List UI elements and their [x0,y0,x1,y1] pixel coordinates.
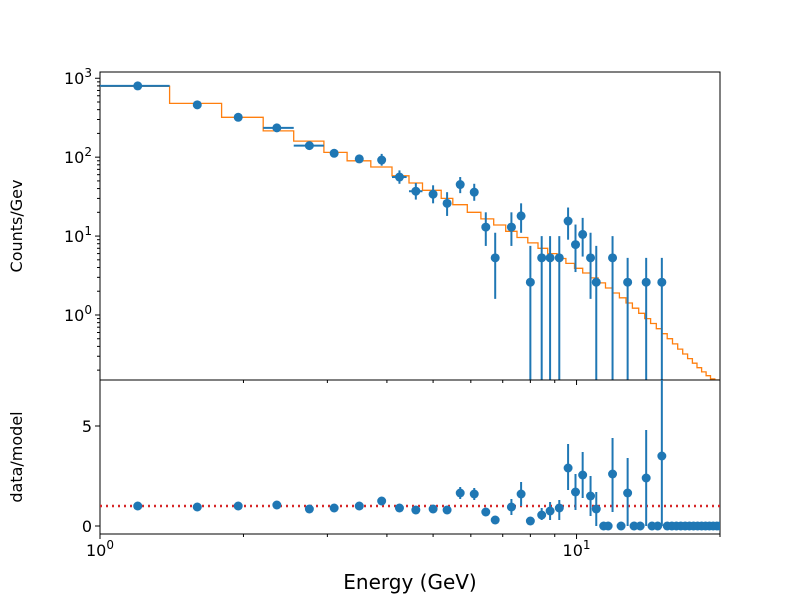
data-point [354,154,364,164]
top-y-tick-label: 101 [64,224,92,246]
top-ylabel: Counts/Gev [7,180,26,273]
data-point [608,253,618,263]
ratio-point [516,489,526,499]
data-point [481,222,491,232]
model-step-line [100,85,720,380]
bottom-ylabel: data/model [7,411,26,502]
ratio-point [428,504,438,514]
data-point [304,141,314,151]
bottom-plot-frame [99,379,721,535]
ratio-point [591,504,601,514]
ratio-point [442,505,452,515]
data-point [623,277,633,287]
data-point [571,240,581,250]
ratio-point [394,503,404,513]
data-point [591,277,601,287]
data-point [554,253,564,263]
top-panel: 100 101 102 103 [64,66,721,385]
data-point [455,180,465,190]
ratio-point [272,500,282,510]
ratio-point [455,488,465,498]
data-point [394,172,404,182]
ratio-point [578,470,588,480]
ratio-point [629,521,639,531]
data-point [133,81,143,91]
data-point [469,187,479,197]
ratio-point [411,505,421,515]
ratio-point [571,487,581,497]
ratio-point [192,502,202,512]
ratio-point [608,469,618,479]
ratio-point [377,496,387,506]
data-point [428,189,438,199]
ratio-point [525,516,535,526]
ratio-point [233,501,243,511]
ratio-point [563,463,573,473]
ratio-point [304,504,314,514]
data-point [506,222,516,232]
ratio-point [623,488,633,498]
ratio-point [586,491,596,501]
data-point [641,277,651,287]
ratio-point [641,473,651,483]
ratio-point [616,521,626,531]
ratio-point [554,503,564,513]
ratio-point [329,503,339,513]
bottom-panel: 0 5 100 101 [82,379,721,560]
top-y-tick-label: 103 [64,66,92,88]
top-y-tick-label: 102 [64,145,92,167]
data-point [516,211,526,221]
ratio-point [481,507,491,517]
x-tick-label: 101 [563,538,591,560]
bottom-y-tick-label: 5 [82,417,92,436]
ratio-point [469,489,479,499]
data-point [490,253,500,263]
ratio-point [354,501,364,511]
data-point [525,277,535,287]
data-point [233,112,243,122]
ratio-point [545,506,555,516]
ratio-point [635,521,645,531]
data-point [578,229,588,239]
data-point [586,253,596,263]
top-plot-area [100,81,720,380]
ratio-point [653,521,663,531]
bottom-plot-area [100,380,720,531]
top-y-tick-label: 100 [64,303,92,325]
data-point [537,253,547,263]
data-point [377,155,387,165]
ratio-point [506,502,516,512]
data-point [192,100,202,110]
ratio-point [537,510,547,520]
data-point [411,186,421,196]
data-point [272,123,282,133]
data-point [442,198,452,208]
ratio-point [603,521,613,531]
data-point [545,253,555,263]
data-point [563,216,573,226]
data-point [657,277,667,287]
ratio-point [657,451,667,461]
ratio-point [490,515,500,525]
ratio-point [133,501,143,511]
x-tick-label: 100 [86,538,114,560]
data-point [329,148,339,158]
x-axis-label: Energy (GeV) [343,570,476,594]
bottom-y-tick-label: 0 [82,517,92,536]
ratio-point [715,521,720,531]
